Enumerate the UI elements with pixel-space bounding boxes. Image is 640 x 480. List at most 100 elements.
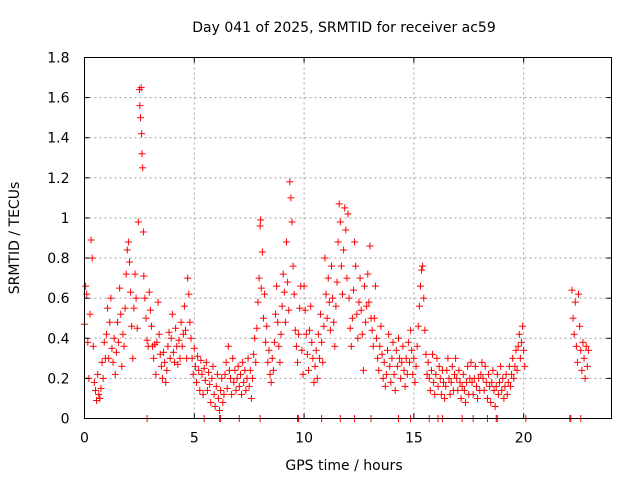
data-point [265, 346, 273, 354]
data-point [273, 282, 281, 290]
data-point [210, 390, 218, 398]
data-point [268, 354, 276, 362]
data-point [360, 282, 368, 290]
data-point [298, 346, 306, 354]
data-point [483, 394, 491, 402]
data-point [142, 314, 150, 322]
data-point [128, 322, 136, 330]
data-point [511, 362, 519, 370]
data-point [426, 386, 434, 394]
data-point [474, 394, 482, 402]
data-point [194, 352, 202, 360]
data-point [362, 318, 370, 326]
y-tick-label: 0.8 [47, 251, 69, 267]
data-point [429, 350, 437, 358]
data-point [140, 272, 148, 280]
data-point [131, 270, 139, 278]
data-point [358, 330, 366, 338]
data-point [454, 386, 462, 394]
data-point [514, 342, 522, 350]
data-point [468, 378, 476, 386]
data-point [270, 338, 278, 346]
data-point [303, 350, 311, 358]
y-tick-label: 0.2 [47, 371, 69, 387]
data-point [192, 378, 200, 386]
data-point [105, 354, 113, 362]
data-point [521, 362, 529, 370]
data-point [269, 366, 277, 374]
data-point [517, 338, 525, 346]
data-point [224, 342, 232, 350]
data-point [326, 326, 334, 334]
data-point [415, 302, 423, 310]
y-tick-label: 1.8 [47, 51, 69, 67]
data-point [217, 386, 225, 394]
data-point [512, 346, 520, 354]
plot-frame [84, 57, 612, 419]
data-point [311, 362, 319, 370]
data-point [329, 294, 337, 302]
data-point [232, 386, 240, 394]
data-point [189, 370, 197, 378]
data-point [405, 358, 413, 366]
data-point [487, 398, 495, 406]
data-point [515, 330, 523, 338]
data-point [356, 274, 364, 282]
data-point [238, 390, 246, 398]
data-point [138, 130, 146, 138]
data-point [519, 322, 527, 330]
data-point [410, 354, 418, 362]
data-point [82, 282, 90, 290]
data-point [177, 318, 185, 326]
data-point [400, 366, 408, 374]
data-point [280, 288, 288, 296]
data-point [196, 386, 204, 394]
data-point [234, 362, 242, 370]
data-point [407, 326, 415, 334]
data-point [296, 304, 304, 312]
data-point [139, 228, 147, 236]
data-point [107, 294, 115, 302]
x-tick-label: 20 [515, 431, 533, 447]
data-point [456, 378, 464, 386]
data-point [95, 390, 103, 398]
data-point [491, 402, 499, 410]
data-point [261, 290, 269, 298]
data-point [259, 314, 267, 322]
data-point [334, 238, 342, 246]
data-point [375, 366, 383, 374]
data-point [129, 354, 137, 362]
data-point [112, 348, 120, 356]
data-point [89, 342, 97, 350]
data-point [571, 298, 579, 306]
data-point [250, 350, 258, 358]
data-point [230, 378, 238, 386]
data-point [578, 366, 586, 374]
data-point [377, 322, 385, 330]
data-point [130, 304, 138, 312]
data-point [248, 374, 256, 382]
data-point [440, 378, 448, 386]
data-point [432, 370, 440, 378]
data-point [345, 294, 353, 302]
data-point [191, 362, 199, 370]
data-point [136, 102, 144, 110]
data-point [206, 380, 214, 388]
data-point [257, 284, 265, 292]
data-point [572, 342, 580, 350]
data-point [205, 368, 213, 376]
data-point [90, 378, 98, 386]
data-point [341, 204, 349, 212]
data-point [312, 346, 320, 354]
data-point [153, 338, 161, 346]
data-point [111, 370, 119, 378]
data-point [325, 298, 333, 306]
data-point [122, 270, 130, 278]
data-point [389, 338, 397, 346]
data-point [342, 226, 350, 234]
data-point [160, 348, 168, 356]
data-point [143, 336, 151, 344]
data-point [335, 200, 343, 208]
data-point [300, 282, 308, 290]
data-point [584, 346, 592, 354]
